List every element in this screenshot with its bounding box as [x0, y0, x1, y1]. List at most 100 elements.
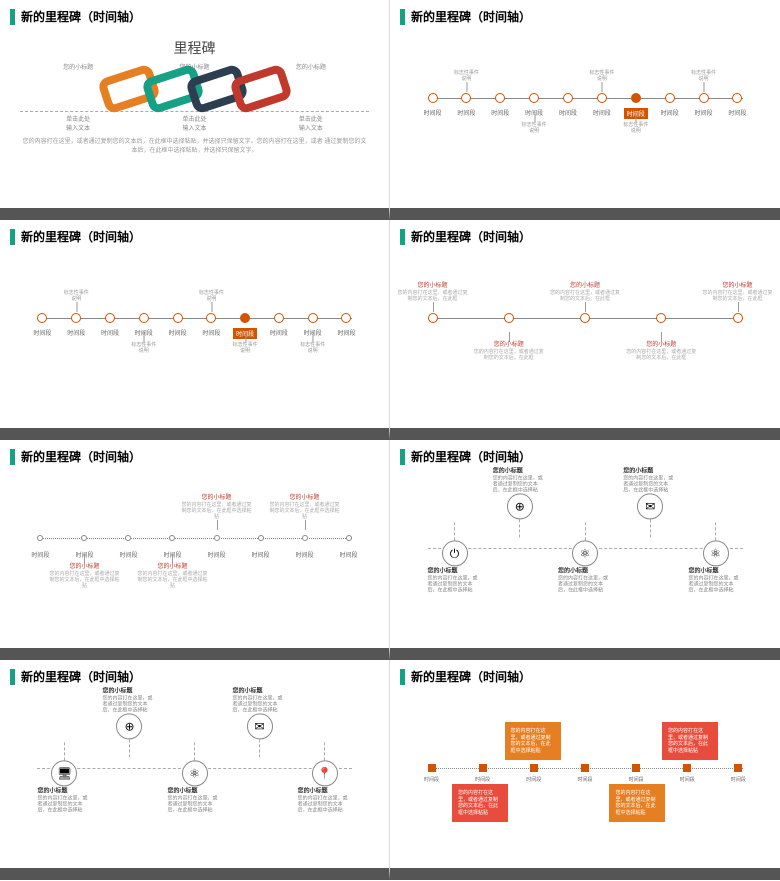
- event-annotation: 标志性事件 说明: [454, 70, 479, 82]
- icon-node: ⚛您的小标题您的内容打在这里，或者通过复制您的文本后，在此框中选择粘: [168, 742, 222, 813]
- node-text: 您的小标题您的内容打在这里，或者通过复制您的文本后，在此框中选择粘: [623, 468, 677, 493]
- timeline-node: 时间段: [341, 313, 351, 323]
- timeline-node: 您的小标题您的内容打在这里，或者通过复制您的文本后，在此框: [504, 313, 514, 323]
- timeline-node: 时间段标志性事件 说明: [206, 313, 216, 323]
- node-stem: [650, 520, 651, 538]
- period-label: 时间段: [207, 550, 225, 559]
- timeline-nodes: 时间段 时间段标志性事件 说明 时间段 时间段标志性事件 说明 时间段 时间段标志性事件 …: [37, 313, 351, 323]
- event-annotation: 标志性事件 说明: [522, 122, 547, 134]
- node-annotation: 您的小标题您的内容打在这里，或者通过复制您的文本后，在此框: [550, 283, 620, 302]
- node-annotation: 您的小标题您的内容打在这里，或者通过复制您的文本后，在此框: [703, 283, 773, 302]
- node-annotation: 您的小标题您的内容打在这里，或者通过复制您的文本后，在此框: [626, 342, 696, 361]
- icon-node: ⏻您的小标题您的内容打在这里，或者通过复制您的文本后，在此框中选择粘: [428, 522, 482, 593]
- timeline-node: 时间段: [732, 93, 742, 103]
- period-label: 时间段: [31, 550, 49, 559]
- accent: [400, 229, 405, 245]
- timeline-node: 时间段: [683, 764, 691, 772]
- period-label: 时间段: [252, 550, 270, 559]
- accent: [400, 669, 405, 685]
- slide-7: 新的里程碑（时间轴） 🖥您的小标题您的内容打在这里，或者通过复制您的文本后，在此…: [0, 660, 390, 880]
- period-label: 时间段: [423, 108, 441, 117]
- event-annotation: 标志性事件 说明: [691, 70, 716, 82]
- slide-6: 新的里程碑（时间轴） ⏻您的小标题您的内容打在这里，或者通过复制您的文本后，在此…: [390, 440, 780, 660]
- period-label: 时间段: [424, 776, 439, 783]
- timeline-node: 时间段: [37, 535, 43, 541]
- node-text: 您的小标题您的内容打在这里，或者通过复制您的文本后，在此框中选择粘: [37, 788, 91, 813]
- period-label: 时间段: [629, 776, 644, 783]
- period-label: 时间段: [559, 108, 577, 117]
- period-label: 时间段: [680, 776, 695, 783]
- timeline-node: 时间段您的小标题您的内容打在这里，或者通过复制您的文本后，在此框中选择粘贴: [81, 535, 87, 541]
- timeline-node: 您的小标题您的内容打在这里，或者通过复制您的文本后，在此框: [428, 313, 438, 323]
- period-label: 时间段: [169, 328, 187, 337]
- slide-4: 新的里程碑（时间轴） 您的小标题您的内容打在这里，或者通过复制您的文本后，在此框…: [390, 220, 780, 440]
- event-annotation: 标志性事件 说明: [233, 342, 258, 354]
- node-annotation: 您的小标题您的内容打在这里，或者通过复制您的文本后，在此框: [474, 342, 544, 361]
- timeline-node: 时间段标志性事件 说明: [240, 313, 250, 323]
- event-annotation: 标志性事件 说明: [623, 122, 648, 134]
- node-icon: ⚛: [703, 540, 729, 566]
- node-icon: ⚛: [182, 760, 208, 786]
- node-stem: [454, 522, 455, 540]
- period-label: 时间段: [526, 776, 541, 783]
- callout-bubble: 您的内容打在这里，或者通过复制您的文本后，在此框中选择粘贴: [505, 722, 561, 760]
- period-label: 时间段: [337, 328, 355, 337]
- slide-title: 新的里程碑（时间轴）: [411, 228, 531, 245]
- period-label: 时间段: [577, 776, 592, 783]
- accent: [400, 9, 405, 25]
- chain-bottom-label: 单击此处 输入文本: [66, 114, 90, 132]
- timeline-node: 您的小标题您的内容打在这里，或者通过复制您的文本后，在此框: [733, 313, 743, 323]
- chain-top-label: 您的小标题: [296, 62, 326, 71]
- node-stem: [259, 740, 260, 758]
- timeline-node: 时间段标志性事件 说明: [308, 313, 318, 323]
- timeline-node: 您的小标题您的内容打在这里，或者通过复制您的文本后，在此框: [656, 313, 666, 323]
- period-label: 时间段: [33, 328, 51, 337]
- slide-title: 新的里程碑（时间轴）: [21, 228, 141, 245]
- callout-bubble: 您的内容打在这里，或者通过复制您的文本后，在此框中选择粘贴: [609, 784, 665, 822]
- slide-title: 新的里程碑（时间轴）: [21, 668, 141, 685]
- period-label: 时间段: [457, 108, 475, 117]
- timeline-node: 时间段标志性事件 说明: [529, 93, 539, 103]
- timeline-nodes: 时间段 时间段您的小标题您的内容打在这里，或者通过复制您的文本后，在此框中选择粘贴…: [37, 535, 351, 541]
- event-annotation: 标志性事件 说明: [199, 290, 224, 302]
- node-stem: [715, 522, 716, 540]
- node-text: 您的小标题您的内容打在这里，或者通过复制您的文本后，在此框中选择粘: [102, 688, 156, 713]
- slide-1: 新的里程碑（时间轴） 里程碑 您的小标题您的小标题您的小标题 单击此处 输入文本…: [0, 0, 390, 220]
- timeline-node: 时间段: [665, 93, 675, 103]
- timeline-node: 时间段: [563, 93, 573, 103]
- timeline-node: 时间段: [530, 764, 538, 772]
- node-stem: [64, 742, 65, 760]
- timeline-node: 时间段: [495, 93, 505, 103]
- callout-nodes: 时间段时间段时间段时间段时间段时间段时间段: [428, 764, 743, 772]
- timeline-node: 时间段: [632, 764, 640, 772]
- timeline-node: 时间段: [479, 764, 487, 772]
- timeline-node: 时间段您的小标题您的内容打在这里，或者通过复制您的文本后，在此框中选择粘贴: [169, 535, 175, 541]
- node-icon: ⊕: [116, 714, 142, 740]
- timeline-node: 时间段标志性事件 说明: [461, 93, 471, 103]
- period-label: 时间段: [491, 108, 509, 117]
- timeline-nodes: 您的小标题您的内容打在这里，或者通过复制您的文本后，在此框 您的小标题您的内容打在…: [428, 313, 743, 323]
- callout-bubble: 您的内容打在这里，或者通过复制您的文本后，在此框中选择粘贴: [452, 784, 508, 822]
- accent: [10, 449, 15, 465]
- timeline-node: 时间段标志性事件 说明: [139, 313, 149, 323]
- event-annotation: 标志性事件 说明: [131, 342, 156, 354]
- icon-nodes: 🖥您的小标题您的内容打在这里，或者通过复制您的文本后，在此框中选择粘您的小标题您…: [37, 732, 351, 803]
- icon-node: 📍您的小标题您的内容打在这里，或者通过复制您的文本后，在此框中选择粘: [298, 742, 352, 813]
- slide-title: 新的里程碑（时间轴）: [411, 668, 531, 685]
- node-annotation: 您的小标题您的内容打在这里，或者通过复制您的文本后，在此框: [398, 283, 468, 302]
- timeline: 时间段 时间段您的小标题您的内容打在这里，或者通过复制您的文本后，在此框中选择粘贴…: [20, 478, 369, 598]
- timeline: 时间段时间段标志性事件 说明时间段时间段标志性事件 说明时间段时间段标志性事件 …: [20, 258, 369, 378]
- period-label: 时间段: [661, 108, 679, 117]
- timeline-node: 时间段: [173, 313, 183, 323]
- title-bar: 新的里程碑（时间轴）: [0, 0, 389, 33]
- timeline-nodes: 时间段时间段标志性事件 说明时间段时间段标志性事件 说明时间段时间段标志性事件 …: [428, 93, 743, 103]
- timeline-node: 时间段: [274, 313, 284, 323]
- icon-nodes: ⏻您的小标题您的内容打在这里，或者通过复制您的文本后，在此框中选择粘您的小标题您…: [428, 512, 743, 583]
- timeline-node: 时间段: [258, 535, 264, 541]
- timeline-node: 时间段: [581, 764, 589, 772]
- icon-node: 您的小标题您的内容打在这里，或者通过复制您的文本后，在此框中选择粘⊕: [493, 466, 547, 537]
- node-text: 您的小标题您的内容打在这里，或者通过复制您的文本后，在此框中选择粘: [298, 788, 352, 813]
- icon-timeline: ⏻您的小标题您的内容打在这里，或者通过复制您的文本后，在此框中选择粘您的小标题您…: [410, 478, 760, 618]
- node-icon: ⊕: [507, 494, 533, 520]
- icon-node: 您的小标题您的内容打在这里，或者通过复制您的文本后，在此框中选择粘✉: [623, 466, 677, 537]
